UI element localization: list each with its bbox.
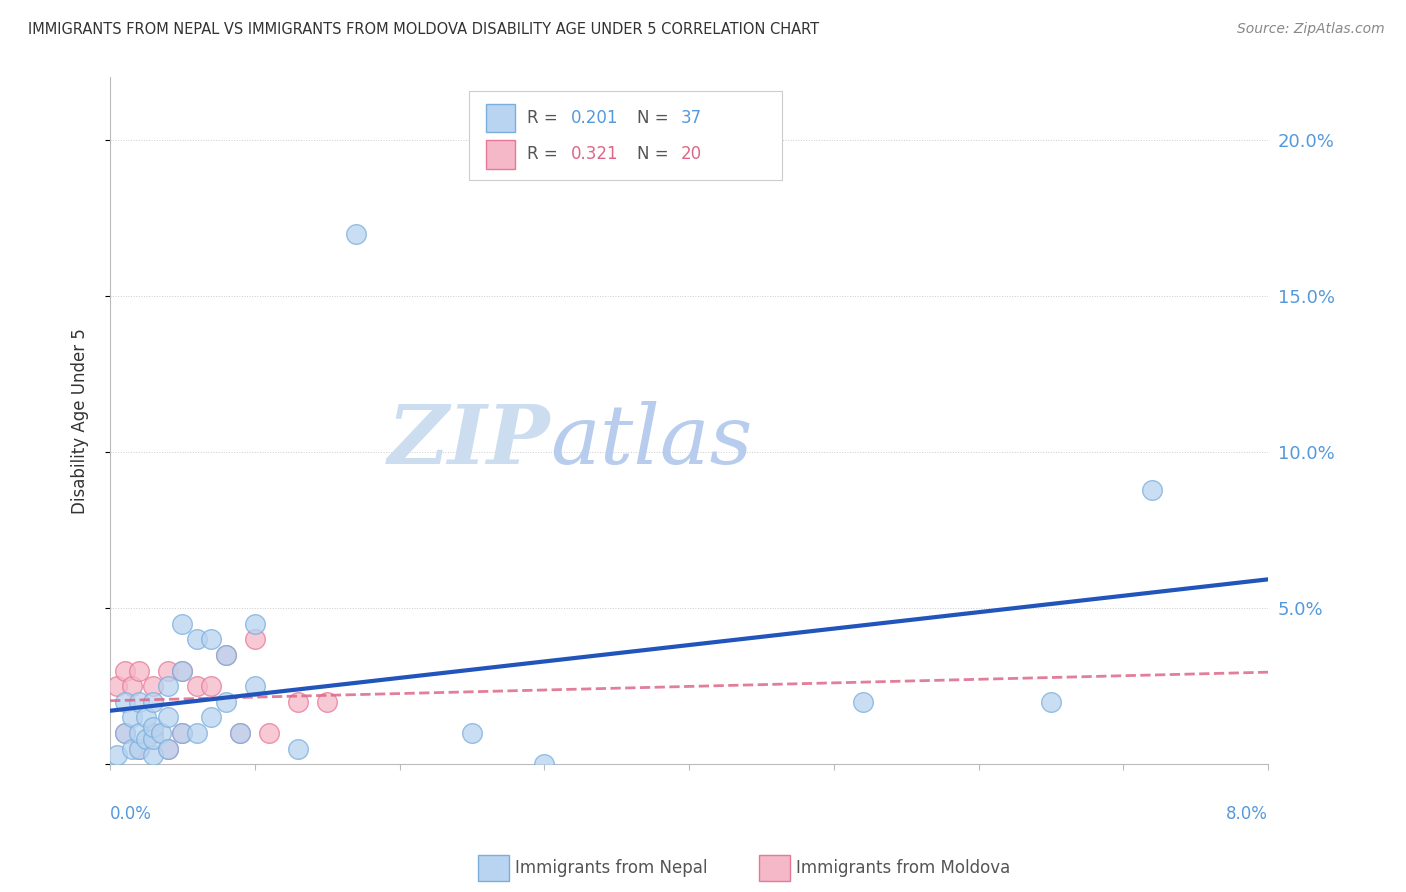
Text: Immigrants from Nepal: Immigrants from Nepal (515, 859, 707, 877)
Point (344, 227, 367, 241)
Point (156, 679, 179, 693)
Point (172, 616, 194, 631)
Point (142, 726, 165, 740)
Point (172, 726, 194, 740)
Text: IMMIGRANTS FROM NEPAL VS IMMIGRANTS FROM MOLDOVA DISABILITY AGE UNDER 5 CORRELAT: IMMIGRANTS FROM NEPAL VS IMMIGRANTS FROM… (28, 22, 820, 37)
Point (200, 710, 222, 724)
Point (128, 695, 150, 709)
Point (142, 695, 165, 709)
Point (172, 726, 194, 740)
Text: 8.0%: 8.0% (1226, 805, 1268, 823)
Point (316, 695, 339, 709)
Text: 20: 20 (681, 145, 702, 163)
Point (215, 695, 238, 709)
Text: N =: N = (637, 109, 673, 127)
Point (128, 664, 150, 678)
Point (259, 726, 281, 740)
Point (156, 664, 179, 678)
Point (156, 741, 179, 756)
Point (128, 741, 150, 756)
Point (156, 741, 179, 756)
Point (852, 695, 875, 709)
Point (149, 726, 172, 740)
Point (121, 679, 143, 693)
Point (533, 757, 555, 772)
Text: atlas: atlas (550, 401, 752, 482)
Text: 0.321: 0.321 (571, 145, 619, 163)
Point (229, 726, 252, 740)
Point (142, 747, 165, 762)
Text: 0.201: 0.201 (571, 109, 619, 127)
FancyBboxPatch shape (470, 91, 782, 180)
Point (172, 664, 194, 678)
Point (200, 632, 222, 647)
Point (186, 726, 208, 740)
Point (114, 726, 136, 740)
Point (172, 664, 194, 678)
Text: R =: R = (527, 145, 562, 163)
Point (186, 679, 208, 693)
Point (287, 741, 309, 756)
Point (142, 679, 165, 693)
Point (156, 710, 179, 724)
Point (186, 632, 208, 647)
Y-axis label: Disability Age Under 5: Disability Age Under 5 (72, 328, 89, 514)
Text: 0.0%: 0.0% (110, 805, 152, 823)
Text: R =: R = (527, 109, 562, 127)
Point (215, 648, 238, 662)
Point (229, 726, 252, 740)
FancyBboxPatch shape (486, 140, 516, 169)
Text: Source: ZipAtlas.com: Source: ZipAtlas.com (1237, 22, 1385, 37)
Point (135, 710, 157, 724)
Text: ZIP: ZIP (388, 401, 550, 482)
Point (142, 732, 165, 747)
Point (287, 695, 309, 709)
Point (243, 632, 266, 647)
Point (114, 726, 136, 740)
Point (1142, 483, 1164, 497)
Point (114, 664, 136, 678)
Point (243, 679, 266, 693)
Point (1039, 695, 1062, 709)
Point (128, 726, 150, 740)
Point (461, 726, 484, 740)
Point (105, 747, 128, 762)
FancyBboxPatch shape (486, 103, 516, 132)
Point (142, 720, 165, 734)
Point (121, 741, 143, 756)
Point (114, 695, 136, 709)
Point (243, 616, 266, 631)
Text: Immigrants from Moldova: Immigrants from Moldova (796, 859, 1010, 877)
Text: N =: N = (637, 145, 673, 163)
Point (121, 710, 143, 724)
Text: 37: 37 (681, 109, 702, 127)
Point (200, 679, 222, 693)
Point (215, 648, 238, 662)
Point (128, 741, 150, 756)
Point (105, 679, 128, 693)
Point (135, 732, 157, 747)
